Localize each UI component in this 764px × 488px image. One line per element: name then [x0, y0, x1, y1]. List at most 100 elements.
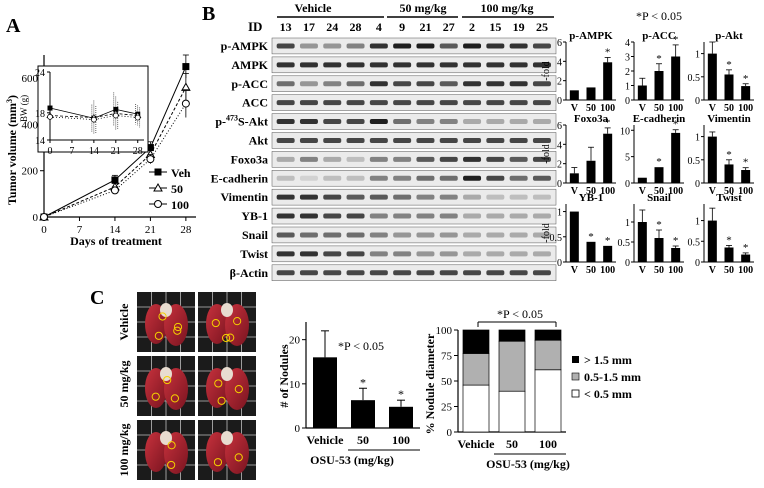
tumor-x-tick-label: 28: [180, 224, 192, 236]
tumor-point-veh: [146, 144, 154, 152]
id-label: ID: [248, 19, 262, 34]
blot-strip: [271, 94, 557, 111]
bw-point: [91, 116, 97, 123]
diameter-x-label: Vehicle: [458, 437, 496, 451]
bar-significance: *: [673, 34, 679, 46]
blot-band: [299, 81, 318, 87]
blot-band: [323, 119, 342, 125]
lung-photo: [198, 292, 256, 352]
bar-y-tick-label: 1: [557, 208, 562, 219]
blot-band: [276, 81, 295, 87]
bar-x-label: 50: [654, 103, 664, 114]
blot-band: [393, 81, 412, 87]
bar: [637, 177, 647, 183]
bar-chart-ecad: E-cadherin 0 5 10 V * 50 * 100: [620, 113, 685, 197]
blot-band: [299, 175, 318, 181]
blot-row-label: p-473S-Akt: [215, 114, 268, 129]
blot-band: [276, 251, 295, 257]
blot-row-label: ACC: [242, 96, 268, 110]
blot-band: [369, 213, 388, 219]
blot-band: [463, 175, 482, 181]
bar-y-tick-label: 0.5: [688, 237, 701, 248]
blot-band: [323, 213, 342, 219]
bw-x-tick-label: 14: [89, 146, 99, 157]
blot-band: [416, 81, 435, 87]
bar-y-tick-label: 1: [625, 218, 630, 229]
bar-y-tick-label: 3: [625, 53, 630, 64]
blot-band: [276, 119, 295, 125]
bar: [637, 85, 647, 100]
nodule-marker: [217, 396, 226, 405]
lane-id: 28: [350, 20, 362, 34]
diameter-bar-segment: [534, 329, 562, 341]
bw-line-100: [49, 115, 138, 121]
blot-band: [509, 251, 528, 257]
bar-y-tick-label: 0: [557, 96, 562, 107]
bar-chart-vim: Vimentin 0 0.5 1 V * 50 * 100: [688, 113, 754, 197]
legend-small: < 0.5 mm: [584, 387, 632, 401]
blot-band: [393, 270, 412, 276]
panel-b-label: B: [202, 3, 215, 25]
blot-band: [532, 232, 551, 238]
blot-band: [323, 194, 342, 200]
blot-band: [276, 137, 295, 143]
nodule-marker: [213, 458, 223, 467]
diameter-bar-segment: [498, 390, 526, 433]
bar-x-label: 100: [668, 186, 683, 197]
diameter-bar-segment: [534, 369, 562, 433]
diameter-y-tick-label: 100: [436, 325, 453, 337]
blot-row-label: Twist: [240, 247, 268, 261]
tumor-x-tick-label: 0: [41, 224, 47, 236]
bar-y-tick-label: 6: [557, 121, 562, 132]
blot-strip: [271, 37, 557, 55]
lane-id: 2: [469, 20, 475, 34]
blot-band: [463, 251, 482, 257]
nodule-marker: [234, 385, 243, 394]
bar-x-label: 100: [668, 265, 683, 276]
blot-strip: [271, 170, 557, 187]
blot-band: [299, 137, 318, 143]
diameter-y-label: % Nodule diameter: [423, 333, 437, 434]
bar: [707, 136, 717, 183]
bar: [637, 222, 647, 262]
blot-band: [276, 100, 295, 106]
blot-band: [323, 43, 342, 49]
bar-x-label: 100: [600, 103, 615, 114]
blot-band: [532, 270, 551, 276]
bar-chart-twist: Twist 0 0.5 1 V * 50 * 100: [688, 192, 754, 276]
bar-significance: *: [743, 73, 749, 85]
nodules-x-label: 100: [392, 433, 410, 447]
nodules-x-label: Vehicle: [307, 433, 345, 447]
blot-band: [463, 137, 482, 143]
blot-band: [416, 251, 435, 257]
blot-band: [463, 213, 482, 219]
bar: [654, 71, 664, 100]
blot-band: [276, 213, 295, 219]
bar-significance: *: [605, 235, 611, 247]
tumor-point-veh: [111, 176, 119, 184]
blot-strip: [271, 113, 557, 130]
blot-band: [439, 100, 458, 106]
lane-id: 27: [443, 20, 455, 34]
bar: [586, 241, 596, 262]
legend-marker-triangle: [153, 182, 163, 192]
bar: [707, 53, 717, 100]
bar: [603, 245, 613, 262]
nodule-marker: [151, 392, 160, 401]
blot-strip: [271, 245, 557, 263]
blot-band: [509, 119, 528, 125]
nodule-marker: [154, 331, 163, 340]
bar-y-tick-label: 10: [620, 126, 630, 137]
panel-b-pvalue: *P < 0.05: [636, 9, 682, 23]
blot-band: [463, 43, 482, 49]
bar-x-label: V: [709, 265, 717, 276]
tumor-y-tick-label: 0: [33, 212, 39, 224]
blot-band: [416, 270, 435, 276]
blot-band: [486, 43, 505, 49]
bar: [724, 164, 734, 183]
bw-x-tick-label: 28: [133, 146, 143, 157]
nodules-x-title: OSU-53 (mg/kg): [310, 453, 394, 467]
bar-y-tick-label: 1: [695, 50, 700, 61]
bar-chart-title: YB-1: [579, 192, 603, 204]
nodule-marker: [211, 318, 220, 328]
